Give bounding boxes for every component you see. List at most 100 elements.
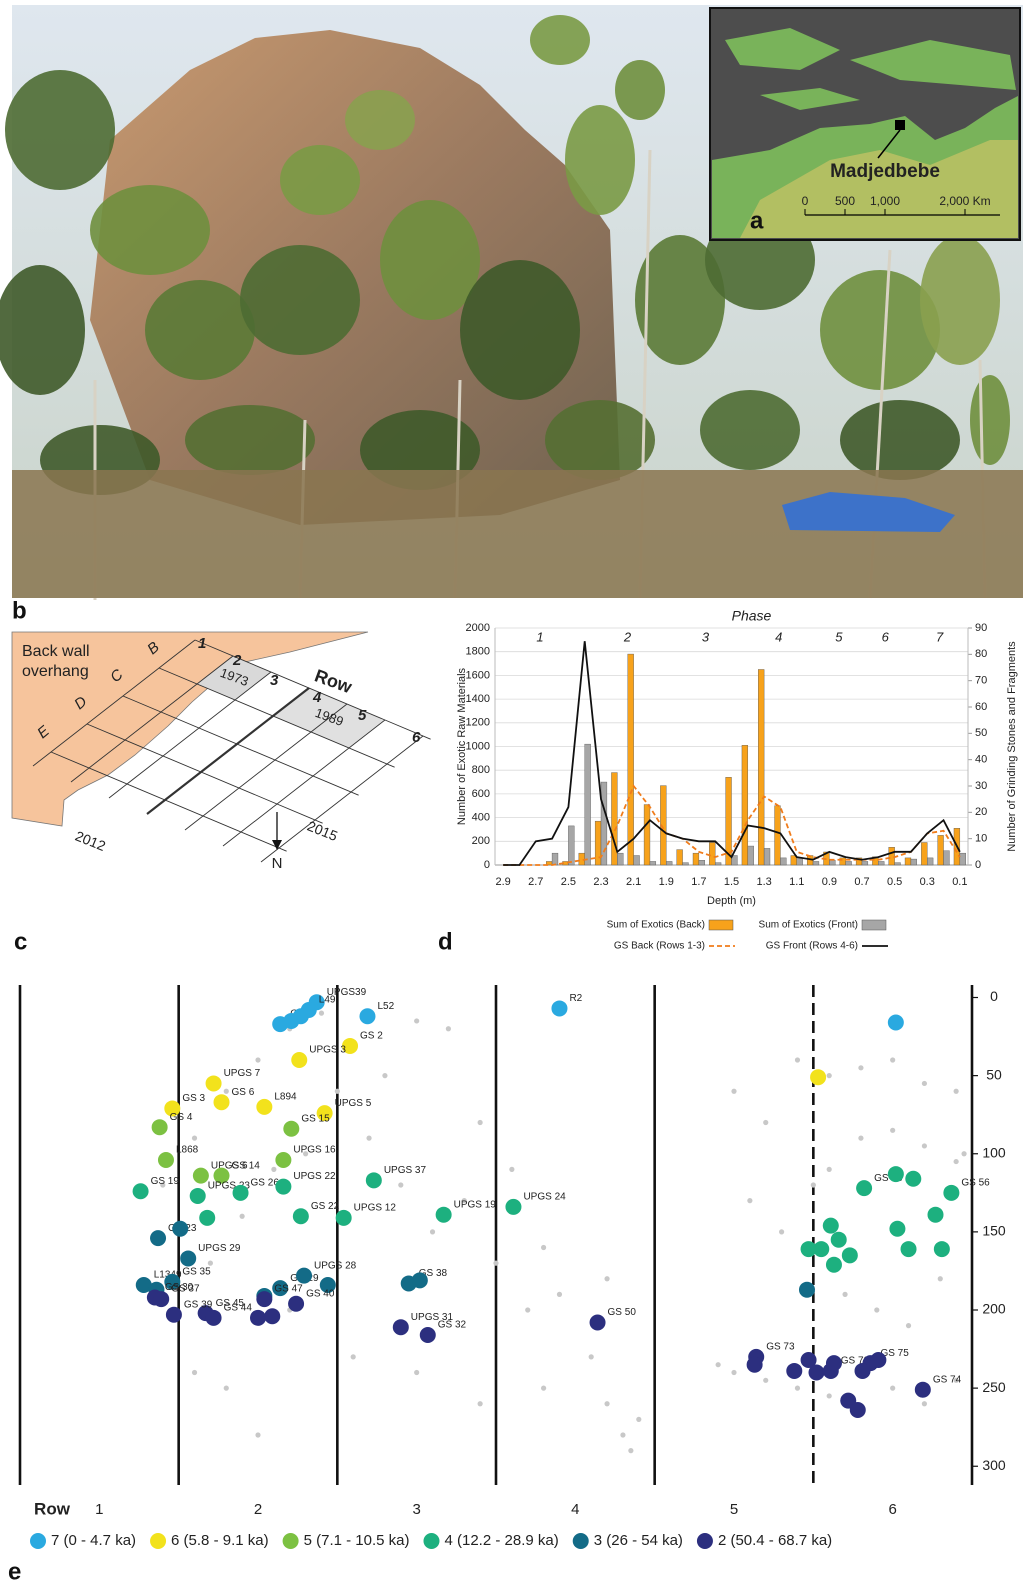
bar <box>649 861 657 866</box>
map-island <box>760 88 860 110</box>
point-label: GS 15 <box>301 1113 330 1124</box>
artefact-point <box>411 1272 428 1289</box>
legend-label: GS Front (Rows 4-6) <box>766 941 858 952</box>
background-point <box>191 1135 198 1141</box>
artefact-point <box>264 1308 281 1325</box>
x-tick-label: 0.1 <box>952 876 967 888</box>
point-label: UPGS 22 <box>293 1171 336 1182</box>
x-tick-label: 1.7 <box>691 876 706 888</box>
x-tick-label: 2.3 <box>593 876 608 888</box>
artefact-point <box>746 1356 763 1373</box>
phase-label: 2 <box>623 629 632 644</box>
y-tick-label: 400 <box>472 812 490 824</box>
plan-grid-line <box>70 655 234 783</box>
overhang-area <box>11 631 369 827</box>
artefact-point <box>189 1187 206 1204</box>
bar <box>666 861 673 866</box>
photo-tree <box>5 70 115 190</box>
bar <box>617 852 624 866</box>
background-point <box>461 1198 467 1204</box>
artefact-point <box>283 1120 300 1137</box>
x-tick-label: 2.9 <box>496 876 511 888</box>
photo-tree <box>530 15 590 65</box>
plan-grid-line <box>122 695 359 796</box>
background-point <box>477 1401 483 1407</box>
artefact-point <box>841 1247 858 1264</box>
north-arrow-head <box>272 840 282 850</box>
background-point <box>747 1198 753 1204</box>
x-tick-label: 4 <box>571 1501 579 1518</box>
photo-tree <box>0 265 85 395</box>
bar <box>551 852 559 866</box>
line-series <box>503 641 961 866</box>
point-label: GS 32 <box>438 1320 467 1331</box>
map-island <box>850 40 1016 90</box>
bar <box>845 861 852 866</box>
x-tick-label: 0.9 <box>822 876 837 888</box>
photo-tree <box>280 145 360 215</box>
y-tick-label: 50 <box>986 1066 1002 1082</box>
legend-swatch <box>282 1533 299 1549</box>
point-label: UPGS 7 <box>224 1068 261 1079</box>
panel-label: d <box>438 928 453 955</box>
x-tick-label: 2.1 <box>626 876 641 888</box>
plan-grid-line <box>158 667 395 768</box>
bar <box>731 855 738 866</box>
artefact-point <box>914 1381 931 1398</box>
photo-tree <box>185 405 315 475</box>
artefact-point <box>256 1291 273 1308</box>
point-label: UPGS 16 <box>293 1145 336 1156</box>
bar <box>643 804 651 866</box>
x-tick-label: 1.1 <box>789 876 804 888</box>
legend-label: Sum of Exotics (Back) <box>607 920 705 931</box>
artefact-point <box>232 1184 249 1201</box>
point-label: GS 2 <box>360 1031 383 1042</box>
artefact-point <box>870 1352 887 1368</box>
background-point <box>620 1432 626 1438</box>
point-label: GS 4 <box>170 1112 193 1123</box>
north-label: N <box>272 855 283 872</box>
artefact-point <box>275 1178 292 1195</box>
background-point <box>826 1073 832 1079</box>
artefact-point <box>300 1002 317 1018</box>
artefact-point <box>854 1362 871 1379</box>
bar <box>904 857 912 866</box>
artefact-point <box>250 1309 266 1326</box>
point-label: GS 47 <box>274 1284 303 1295</box>
artefact-point <box>813 1241 830 1258</box>
legend-label: 2 (50.4 - 68.7 ka) <box>718 1532 832 1549</box>
artefact-point <box>435 1206 452 1223</box>
background-point <box>541 1244 547 1251</box>
point-label: GS 50 <box>608 1307 637 1318</box>
background-point <box>953 1377 959 1383</box>
row-label: 6 <box>412 729 421 746</box>
legend-swatch <box>150 1533 167 1549</box>
point-label: L894 <box>274 1092 297 1103</box>
plan-grid-line <box>194 639 431 740</box>
x-axis-title: Depth (m) <box>707 895 756 907</box>
artefact-point <box>365 1172 382 1189</box>
point-label: GS 37 <box>171 1284 200 1295</box>
year-label: 2012 <box>73 828 108 855</box>
x-axis-title: Row <box>34 1499 71 1518</box>
background-point <box>763 1119 769 1126</box>
x-tick-label: 1.9 <box>659 876 674 888</box>
photo-vegetation <box>0 15 1010 600</box>
point-label: UPGS 23 <box>208 1181 251 1192</box>
point-label: GS 56 <box>961 1177 990 1188</box>
map-place: Madjedbebe <box>830 161 940 182</box>
background-point <box>382 1073 388 1079</box>
artefact-point <box>856 1180 873 1197</box>
artefact-point <box>822 1217 839 1234</box>
plan-grid-line <box>32 639 196 767</box>
bar <box>709 842 716 866</box>
bar <box>812 861 820 866</box>
background-point <box>604 1401 610 1407</box>
background-point <box>255 1057 261 1063</box>
bar <box>741 745 749 866</box>
legend-label: 3 (26 - 54 ka) <box>594 1532 683 1549</box>
artefact-point <box>800 1352 817 1368</box>
y2-tick-label: 50 <box>975 727 987 739</box>
y-tick-label: 250 <box>982 1379 1006 1395</box>
background-point <box>953 1158 959 1165</box>
